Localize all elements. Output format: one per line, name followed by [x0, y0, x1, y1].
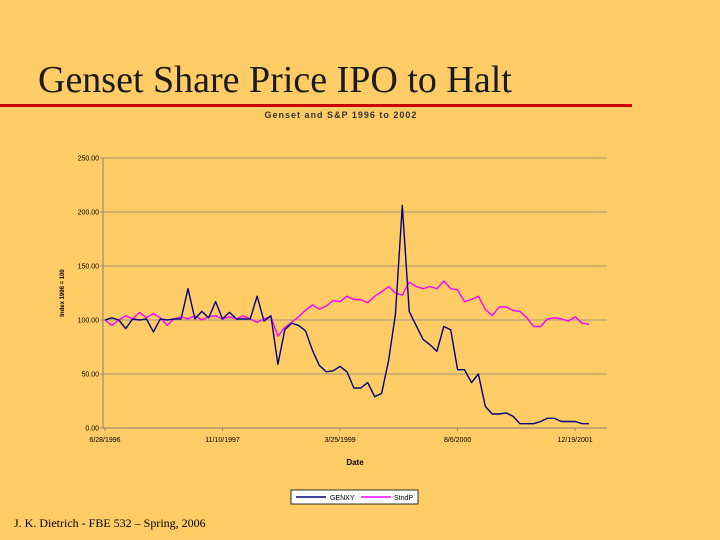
chart-title: Genset and S&P 1996 to 2002 — [265, 110, 418, 120]
x-tick-label: 8/6/2000 — [444, 437, 471, 444]
y-tick-label: 250.00 — [78, 156, 100, 163]
y-tick-label: 0.00 — [85, 426, 99, 433]
y-axis-ticks: 0.00 50.00 100.00 150.00 200.00 250.00 — [78, 156, 103, 433]
series-line-stndp — [104, 280, 590, 337]
title-underline — [0, 104, 632, 107]
y-tick-label: 150.00 — [78, 264, 100, 271]
legend: GENXY StndP — [290, 489, 419, 505]
gridlines — [103, 157, 607, 375]
series-line-genxy — [104, 204, 589, 425]
legend-label-genxy: GENXY — [330, 495, 355, 502]
x-tick-label: 3/25/1999 — [325, 437, 356, 444]
x-tick-label: 6/28/1996 — [89, 437, 120, 444]
slide-footer: J. K. Dietrich - FBE 532 – Spring, 2006 — [14, 516, 206, 530]
x-tick-label: 11/10/1997 — [205, 437, 240, 444]
x-axis-ticks: 6/28/1996 11/10/1997 3/25/1999 8/6/2000 12/1… — [89, 428, 593, 444]
y-axis-title: Index 1996 = 100 — [60, 269, 66, 317]
slide-title: Genset Share Price IPO to Halt — [38, 59, 512, 101]
y-tick-label: 200.00 — [78, 210, 100, 217]
y-tick-label: 50.00 — [81, 372, 99, 379]
legend-label-standp: StndP — [394, 495, 413, 502]
x-tick-label: 12/19/2001 — [558, 437, 593, 444]
series-lines — [104, 204, 590, 425]
y-tick-label: 100.00 — [78, 318, 100, 325]
legend-box — [290, 489, 419, 505]
x-axis-title: Date — [346, 458, 364, 467]
